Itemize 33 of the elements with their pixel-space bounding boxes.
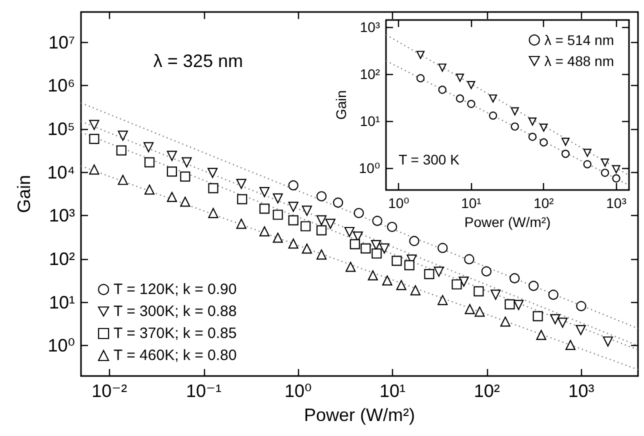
legend-label: T = 300K; k = 0.88 [114, 303, 237, 320]
x-axis-title: Power (W/m²) [304, 405, 415, 425]
x-tick-label: 10² [534, 195, 554, 211]
x-tick-label: 10³ [568, 381, 594, 401]
legend-label: T = 460K; k = 0.80 [114, 347, 237, 364]
y-axis-title: Gain [14, 174, 34, 214]
y-tick-label: 10² [48, 249, 76, 270]
annotation: λ = 325 nm [153, 51, 243, 72]
y-tick-label: 10⁴ [47, 162, 75, 182]
y-tick-label: 10⁰ [358, 160, 380, 176]
legend-label: λ = 514 nm [544, 32, 614, 48]
x-tick-label: 10¹ [461, 195, 482, 211]
legend-label: λ = 488 nm [544, 53, 614, 69]
y-tick-label: 10⁷ [48, 32, 75, 52]
y-axis-title: Gain [333, 90, 349, 120]
x-tick-label: 10² [474, 381, 500, 401]
x-tick-label: 10⁻¹ [186, 381, 222, 401]
y-tick-label: 10⁶ [48, 76, 75, 96]
x-tick-label: 10³ [606, 195, 627, 211]
x-tick-label: 10⁰ [388, 195, 410, 211]
y-tick-label: 10¹ [360, 112, 380, 129]
annotation: T = 300 K [398, 152, 460, 168]
x-axis-title: Power (W/m²) [464, 214, 551, 230]
y-tick-label: 10⁰ [48, 336, 75, 356]
y-tick-label: 10² [360, 66, 380, 82]
x-tick-label: 10⁻² [92, 381, 128, 401]
x-tick-label: 10¹ [379, 381, 406, 401]
legend-label: T = 120K; k = 0.90 [114, 281, 237, 298]
y-tick-label: 10⁵ [48, 118, 75, 139]
y-tick-label: 10³ [360, 18, 380, 35]
y-tick-label: 10¹ [48, 292, 76, 312]
legend-label: T = 370K; k = 0.85 [114, 325, 237, 342]
x-tick-label: 10⁰ [284, 381, 312, 401]
